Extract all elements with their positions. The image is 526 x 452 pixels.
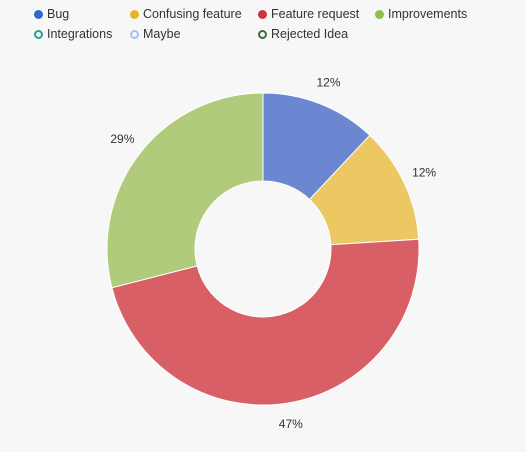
legend-item-confusing-feature[interactable]: Confusing feature xyxy=(130,5,242,23)
legend-item-integrations[interactable]: Integrations xyxy=(34,25,112,43)
slice-feature-request[interactable] xyxy=(111,238,420,406)
legend-label-rejected-idea: Rejected Idea xyxy=(271,27,349,41)
legend-item-rejected-idea[interactable]: Rejected Idea xyxy=(258,25,348,43)
legend-marker-maybe-icon xyxy=(130,29,139,39)
legend-label-bug: Bug xyxy=(47,7,70,21)
legend-label-integrations: Integrations xyxy=(47,27,113,41)
slice-label-bug: 12% xyxy=(316,76,340,90)
legend-item-feature-request[interactable]: Feature request xyxy=(258,5,359,23)
legend-marker-confusing-feature-icon xyxy=(130,9,139,19)
legend-label-improvements: Improvements xyxy=(388,7,468,21)
legend-item-improvements[interactable]: Improvements xyxy=(375,5,467,23)
legend-marker-integrations-icon xyxy=(34,29,43,39)
legend-marker-improvements-icon xyxy=(375,9,384,19)
slice-improvements[interactable] xyxy=(106,92,264,289)
legend-label-feature-request: Feature request xyxy=(271,7,360,21)
legend-marker-bug-icon xyxy=(34,9,43,19)
legend-label-confusing-feature: Confusing feature xyxy=(143,7,242,21)
slice-label-improvements: 29% xyxy=(110,132,134,146)
legend-item-maybe[interactable]: Maybe xyxy=(130,25,181,43)
slice-label-confusing-feature: 12% xyxy=(412,165,436,179)
legend-item-bug[interactable]: Bug xyxy=(34,5,69,23)
legend-label-maybe: Maybe xyxy=(143,27,181,41)
legend-marker-rejected-idea-icon xyxy=(258,29,267,39)
legend-marker-feature-request-icon xyxy=(258,9,267,19)
donut-slices xyxy=(106,92,420,406)
slice-labels: 12% 12% 47% 29% xyxy=(110,76,436,431)
slice-label-feature-request: 47% xyxy=(279,417,303,431)
